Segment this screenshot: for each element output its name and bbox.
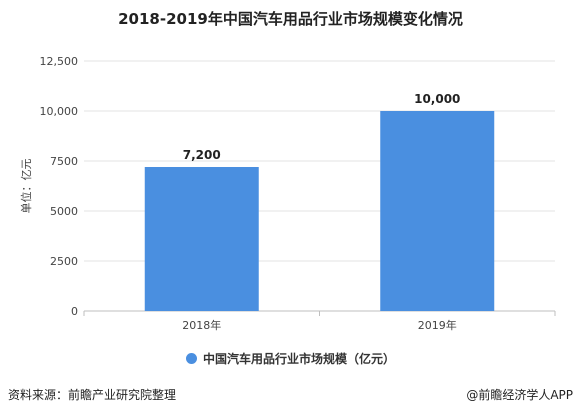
brand-credit: @前瞻经济学人APP [466,388,573,402]
bar [144,167,259,311]
y-tick-label: 12,500 [40,55,79,68]
y-tick-label: 0 [71,305,78,318]
x-tick-label: 2018年 [182,318,221,332]
x-tick-label: 2019年 [418,318,457,332]
source-note: 资料来源：前瞻产业研究院整理 [8,388,177,402]
legend-label: 中国汽车用品行业市场规模（亿元） [202,352,395,366]
data-label: 7,200 [183,148,221,162]
data-label: 10,000 [414,92,460,106]
legend-swatch [185,353,197,364]
y-tick-label: 2500 [50,255,78,268]
chart-title: 2018-2019年中国汽车用品行业市场规模变化情况 [118,10,463,28]
y-tick-label: 5000 [50,205,78,218]
bar [380,111,495,311]
y-axis-label: 单位：亿元 [19,159,33,214]
y-tick-label: 7500 [50,155,78,168]
chart-legend: 中国汽车用品行业市场规模（亿元） [0,350,581,367]
y-tick-label: 10,000 [40,105,79,118]
